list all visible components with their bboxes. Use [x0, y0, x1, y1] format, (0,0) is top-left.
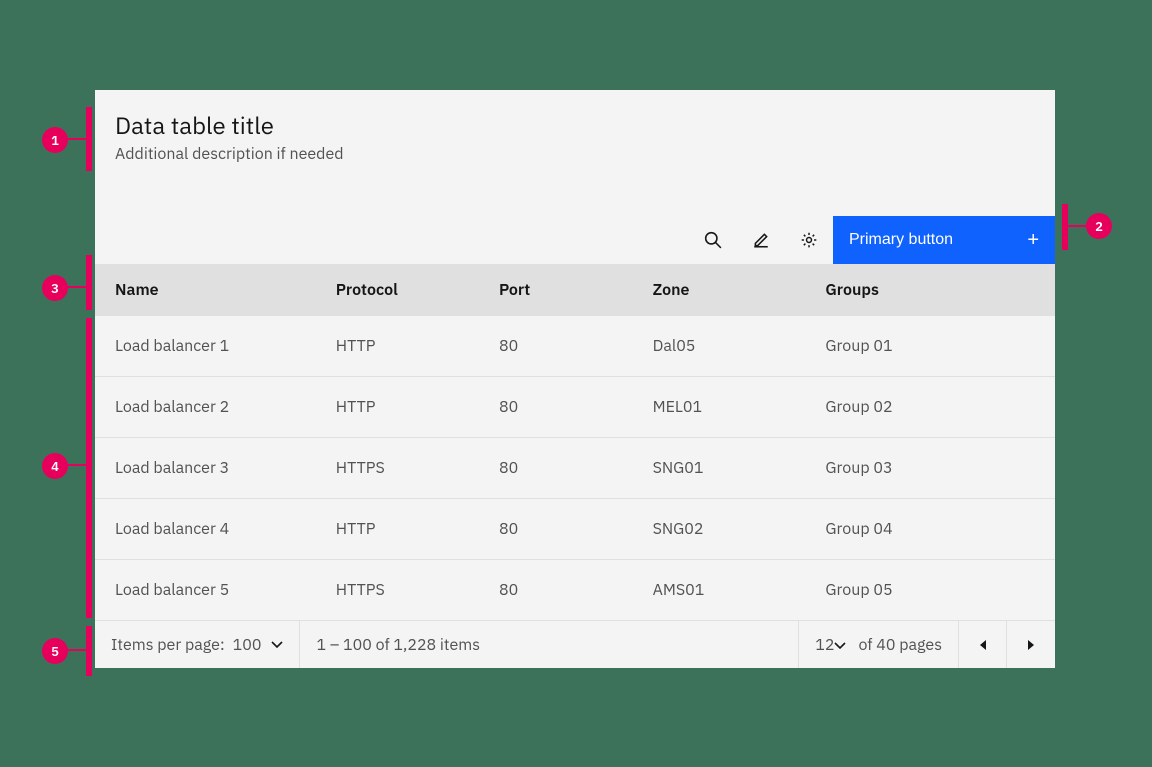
- table-cell: 80: [479, 377, 633, 438]
- table-cell: HTTPS: [316, 438, 479, 499]
- annotation-marker-3: 3: [42, 275, 68, 301]
- settings-icon[interactable]: [785, 216, 833, 264]
- table-cell: SNG01: [633, 438, 806, 499]
- table-cell: HTTP: [316, 316, 479, 377]
- caret-right-icon: [1027, 639, 1035, 651]
- table-header-row: Name Protocol Port Zone Groups: [95, 264, 1055, 316]
- previous-page-button[interactable]: [959, 621, 1007, 668]
- pagination-bar: Items per page: 100 1 – 100 of 1,228 ite…: [95, 620, 1055, 668]
- table-cell: Group 04: [805, 499, 1055, 560]
- table-row[interactable]: Load balancer 1HTTP80Dal05Group 01: [95, 316, 1055, 377]
- table-subtitle: Additional description if needed: [115, 144, 1035, 164]
- edit-icon[interactable]: [737, 216, 785, 264]
- table-toolbar: Primary button +: [95, 216, 1055, 264]
- column-header-groups[interactable]: Groups: [805, 264, 1055, 316]
- annotation-bracket-1: [86, 107, 92, 171]
- annotation-marker-2: 2: [1086, 213, 1112, 239]
- table-cell: 80: [479, 316, 633, 377]
- column-header-zone[interactable]: Zone: [633, 264, 806, 316]
- annotation-marker-4: 4: [42, 453, 68, 479]
- pagination-range-text: 1 – 100 of 1,228 items: [316, 635, 480, 655]
- table-cell: SNG02: [633, 499, 806, 560]
- table-cell: 80: [479, 438, 633, 499]
- plus-icon: +: [1027, 230, 1039, 250]
- table-cell: Load balancer 5: [95, 560, 316, 621]
- table-cell: Load balancer 4: [95, 499, 316, 560]
- table-title: Data table title: [115, 110, 1035, 140]
- table-cell: Load balancer 3: [95, 438, 316, 499]
- table-cell: HTTP: [316, 377, 479, 438]
- total-pages-text: of 40 pages: [858, 635, 942, 655]
- annotation-bracket-2: [1062, 204, 1068, 250]
- table-cell: HTTP: [316, 499, 479, 560]
- annotation-bracket-5: [86, 626, 92, 676]
- annotation-marker-5: 5: [42, 638, 68, 664]
- table-row[interactable]: Load balancer 5HTTPS80AMS01Group 05: [95, 560, 1055, 621]
- primary-button-label: Primary button: [849, 231, 953, 249]
- column-header-port[interactable]: Port: [479, 264, 633, 316]
- annotation-bracket-4: [86, 318, 92, 618]
- table-cell: Load balancer 2: [95, 377, 316, 438]
- table-cell: Load balancer 1: [95, 316, 316, 377]
- caret-left-icon: [979, 639, 987, 651]
- table-cell: Group 03: [805, 438, 1055, 499]
- next-page-button[interactable]: [1007, 621, 1055, 668]
- table-cell: Group 05: [805, 560, 1055, 621]
- table-row[interactable]: Load balancer 2HTTP80MEL01Group 02: [95, 377, 1055, 438]
- page-selector[interactable]: 12 of 40 pages: [799, 621, 959, 668]
- table-header: Data table title Additional description …: [95, 90, 1055, 182]
- table-row[interactable]: Load balancer 3HTTPS80SNG01Group 03: [95, 438, 1055, 499]
- items-per-page-label: Items per page:: [111, 635, 225, 655]
- column-header-name[interactable]: Name: [95, 264, 316, 316]
- search-icon[interactable]: [689, 216, 737, 264]
- pagination-range: 1 – 100 of 1,228 items: [300, 621, 799, 668]
- current-page: 12: [815, 635, 834, 655]
- table-cell: Group 01: [805, 316, 1055, 377]
- items-per-page-value: 100: [233, 635, 262, 655]
- table-cell: 80: [479, 499, 633, 560]
- primary-button[interactable]: Primary button +: [833, 216, 1055, 264]
- annotation-bracket-3: [86, 255, 92, 310]
- items-per-page-selector[interactable]: Items per page: 100: [95, 621, 300, 668]
- table-cell: AMS01: [633, 560, 806, 621]
- table-cell: MEL01: [633, 377, 806, 438]
- column-header-protocol[interactable]: Protocol: [316, 264, 479, 316]
- table-cell: Group 02: [805, 377, 1055, 438]
- table-cell: 80: [479, 560, 633, 621]
- data-table-panel: Data table title Additional description …: [95, 90, 1055, 668]
- table-cell: HTTPS: [316, 560, 479, 621]
- table-cell: Dal05: [633, 316, 806, 377]
- data-table: Name Protocol Port Zone Groups Load bala…: [95, 264, 1055, 620]
- annotation-marker-1: 1: [42, 127, 68, 153]
- chevron-down-icon: [271, 641, 283, 649]
- table-row[interactable]: Load balancer 4HTTP80SNG02Group 04: [95, 499, 1055, 560]
- chevron-down-icon: [834, 635, 846, 655]
